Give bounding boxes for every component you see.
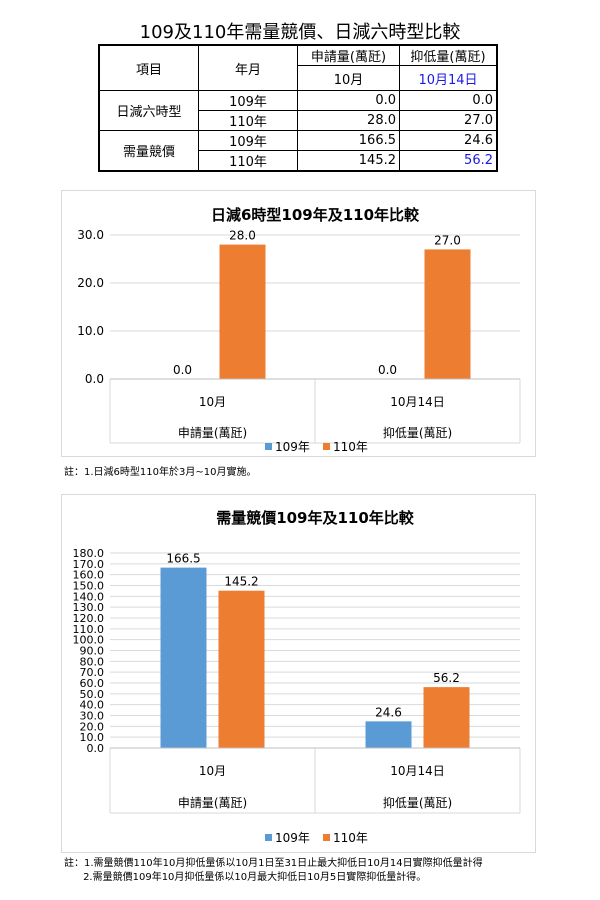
group-name: 需量競價 — [98, 130, 199, 172]
y-tick-label: 30.0 — [80, 710, 105, 723]
row-applied: 145.2 — [297, 150, 400, 172]
row-suppressed: 56.2 — [399, 150, 498, 172]
note-chart1: 註：1.日減6時型110年於3月~10月實施。 — [64, 467, 257, 478]
y-tick-label: 60.0 — [80, 677, 105, 690]
header-applied-month: 10月 — [297, 65, 400, 91]
row-applied: 28.0 — [297, 110, 400, 131]
legend-label: 109年 — [275, 440, 310, 454]
bar — [219, 244, 266, 379]
data-label: 27.0 — [434, 233, 461, 247]
y-tick-label: 120.0 — [73, 612, 105, 625]
x-group-label: 申請量(萬瓩) — [178, 796, 247, 810]
data-label: 166.5 — [166, 552, 200, 566]
legend-label: 109年 — [275, 831, 310, 845]
data-label: 56.2 — [433, 671, 460, 685]
row-applied: 0.0 — [297, 90, 400, 111]
y-tick-label: 10.0 — [80, 731, 105, 744]
x-group-label: 抑低量(萬瓩) — [383, 425, 452, 440]
comparison-table: 項目 年月 申請量(萬瓩) 抑低量(萬瓩) 10月 10月14日 日減六時型 1… — [98, 44, 498, 172]
bar — [424, 249, 471, 379]
x-group-label: 申請量(萬瓩) — [178, 426, 247, 440]
header-applied: 申請量(萬瓩) — [297, 44, 400, 66]
bar — [160, 567, 207, 748]
row-year: 109年 — [198, 130, 298, 151]
x-tick-label: 10月14日 — [390, 764, 445, 778]
y-tick-label: 70.0 — [80, 666, 105, 679]
header-suppressed: 抑低量(萬瓩) — [399, 44, 498, 66]
chart-time-of-use: 日減6時型109年及110年比較 0.0 10.0 20.0 30.0 0.0 28.0 10… — [77, 206, 521, 454]
row-year: 109年 — [198, 90, 298, 111]
x-group-label: 抑低量(萬瓩) — [383, 795, 452, 810]
y-tick-label: 0.0 — [87, 742, 105, 755]
row-year: 110年 — [198, 110, 298, 131]
x-tick-label: 10月14日 — [390, 395, 445, 409]
data-label: 145.2 — [224, 575, 258, 589]
row-year: 110年 — [198, 150, 298, 172]
header-suppressed-date: 10月14日 — [399, 65, 498, 91]
legend-label: 110年 — [333, 831, 368, 845]
x-tick-label: 10月 — [199, 395, 226, 409]
data-label: 0.0 — [173, 363, 192, 377]
header-year: 年月 — [198, 44, 298, 91]
x-tick-label: 10月 — [199, 764, 226, 778]
legend-swatch — [265, 443, 272, 450]
data-label: 28.0 — [229, 229, 256, 243]
y-tick-label: 90.0 — [80, 645, 105, 658]
y-tick-label: 140.0 — [73, 590, 105, 603]
y-tick-label: 10.0 — [77, 324, 104, 338]
y-tick-label: 160.0 — [73, 569, 105, 582]
y-tick-label: 40.0 — [80, 699, 105, 712]
y-tick-label: 150.0 — [73, 580, 105, 593]
y-tick-label: 130.0 — [73, 601, 105, 614]
y-tick-label: 110.0 — [73, 623, 105, 636]
legend-swatch — [323, 834, 330, 841]
legend-swatch — [265, 834, 272, 841]
chart-title: 日減6時型109年及110年比較 — [211, 206, 420, 224]
y-tick-label: 100.0 — [73, 634, 105, 647]
legend-swatch — [323, 443, 330, 450]
row-suppressed: 27.0 — [399, 110, 498, 131]
chart-panel-time-of-use: 日減6時型109年及110年比較 0.0 10.0 20.0 30.0 0.0 28.0 10… — [61, 190, 536, 457]
y-tick-label: 20.0 — [80, 720, 105, 733]
table-title: 109及110年需量競價、日減六時型比較 — [139, 22, 461, 43]
row-suppressed: 0.0 — [399, 90, 498, 111]
y-tick-label: 80.0 — [80, 655, 105, 668]
bar — [218, 590, 265, 748]
chart-title: 需量競價109年及110年比較 — [216, 509, 415, 527]
note-chart2: 註：1.需量競價110年10月抑低量係以10月1日至31日止最大抑低日10月14… — [64, 858, 483, 883]
bar — [423, 687, 470, 748]
row-suppressed: 24.6 — [399, 130, 498, 151]
bar — [365, 721, 412, 748]
data-label: 24.6 — [375, 705, 402, 719]
y-tick-label: 30.0 — [77, 228, 104, 242]
y-tick-label: 180.0 — [73, 547, 105, 560]
chart-panel-demand-bidding: 需量競價109年及110年比較 0.0 10.0 20.0 30.0 40.0 50.0 60… — [61, 494, 536, 853]
legend-label: 110年 — [333, 440, 368, 454]
data-label: 0.0 — [378, 363, 397, 377]
row-applied: 166.5 — [297, 130, 400, 151]
header-item: 項目 — [98, 44, 199, 91]
group-name: 日減六時型 — [98, 90, 199, 131]
y-tick-label: 20.0 — [77, 276, 104, 290]
y-tick-label: 50.0 — [80, 688, 105, 701]
y-tick-label: 0.0 — [85, 372, 104, 386]
chart-demand-bidding: 需量競價109年及110年比較 0.010.020.030.040.050.060… — [73, 509, 521, 845]
y-tick-label: 170.0 — [73, 558, 105, 571]
